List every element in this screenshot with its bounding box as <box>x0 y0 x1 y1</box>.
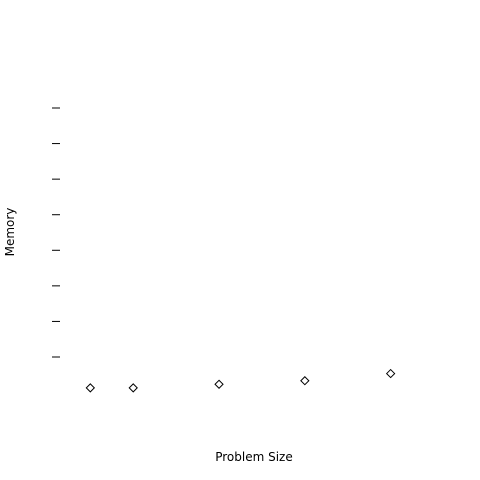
y-axis-label: Memory <box>3 208 17 257</box>
data-point <box>214 379 224 389</box>
data-point <box>300 376 310 386</box>
data-point <box>85 383 96 393</box>
y-axis-ticks <box>52 107 60 358</box>
data-points <box>85 368 396 393</box>
data-point <box>385 368 396 379</box>
x-axis-label: Problem Size <box>215 450 293 464</box>
data-point <box>128 383 138 393</box>
